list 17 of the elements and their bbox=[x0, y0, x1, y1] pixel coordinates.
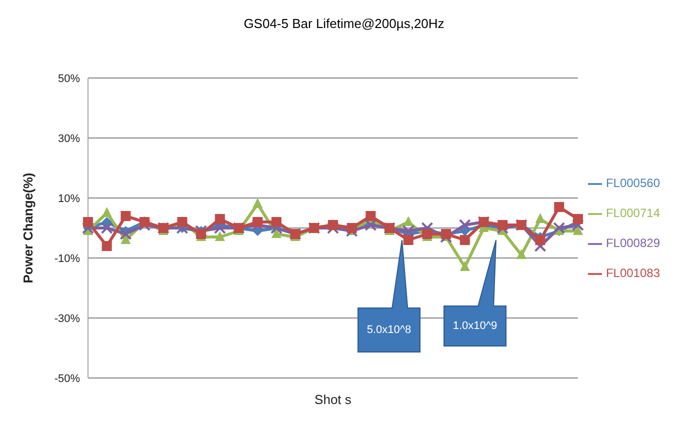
legend-label: FL001083 bbox=[606, 266, 660, 280]
y-tick-label: -30% bbox=[54, 312, 80, 325]
legend-label: FL000560 bbox=[606, 176, 660, 190]
callout: 5.0x10^8 bbox=[358, 240, 420, 352]
legend-label: FL000714 bbox=[606, 206, 660, 220]
y-tick-label: -50% bbox=[54, 372, 80, 385]
x-axis-title: Shot s bbox=[314, 392, 352, 407]
legend-label: FL000829 bbox=[606, 236, 660, 250]
callout: 1.0x10^9 bbox=[444, 240, 506, 346]
annotation: 5.0x10^8 bbox=[366, 323, 412, 338]
annotation: 1.0x10^9 bbox=[452, 319, 498, 334]
y-tick-label: 10% bbox=[58, 192, 80, 205]
y-tick-label: -10% bbox=[54, 252, 80, 265]
chart-title: GS04-5 Bar Lifetime@200µs,20Hz bbox=[242, 15, 446, 33]
y-tick-label: 30% bbox=[58, 132, 80, 145]
y-axis-title: Power Change(%) bbox=[20, 172, 36, 284]
y-tick-label: 50% bbox=[58, 72, 80, 85]
